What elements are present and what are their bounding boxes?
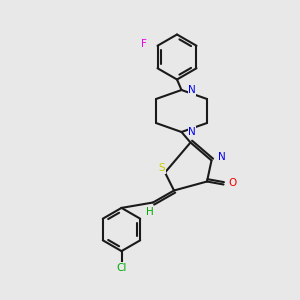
Text: S: S (159, 163, 165, 173)
Text: H: H (146, 207, 154, 217)
Text: N: N (188, 127, 196, 137)
Text: Cl: Cl (116, 262, 127, 273)
Text: N: N (188, 85, 196, 95)
Text: N: N (218, 152, 226, 163)
Text: O: O (228, 178, 237, 188)
Text: F: F (141, 39, 147, 49)
